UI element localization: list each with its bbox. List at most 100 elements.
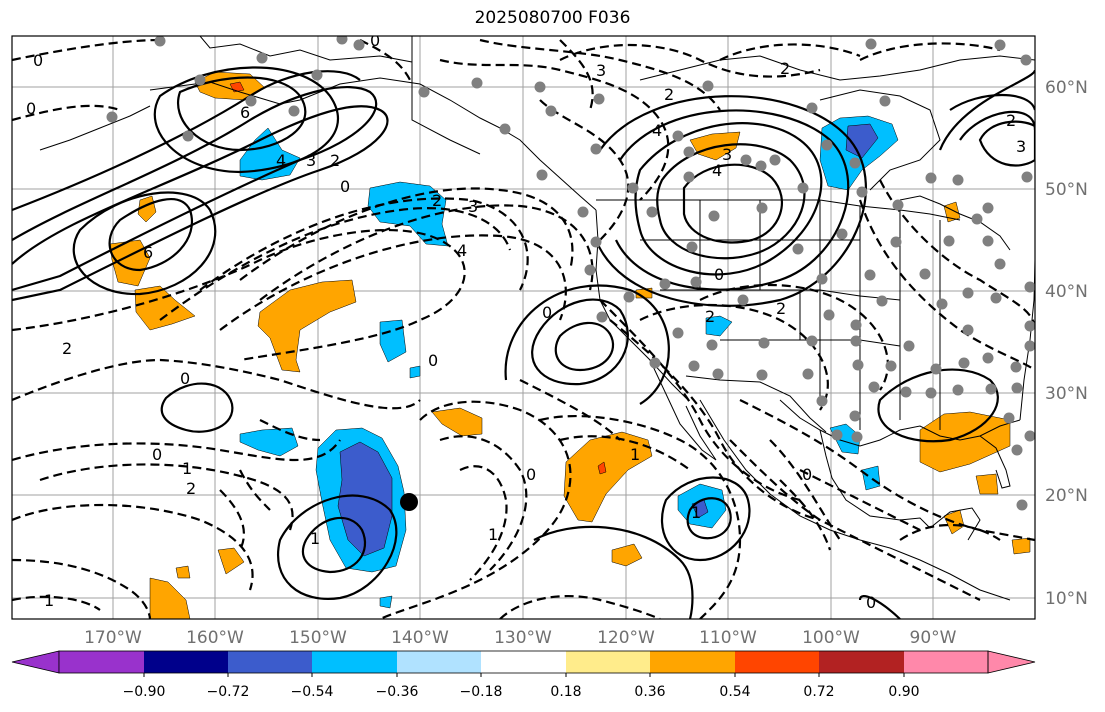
colorbar-segment <box>566 651 650 673</box>
state-line-4 <box>660 289 901 301</box>
orange-patch-caribbean <box>975 473 999 495</box>
colorbar-segment <box>481 651 566 673</box>
colorbar-arrow-left <box>11 650 60 674</box>
latitude-ticks: 60°N 50°N 40°N 30°N 20°N 10°N <box>1045 78 1088 609</box>
colorbar-label: −0.72 <box>207 684 250 700</box>
lat-tick-label: 40°N <box>1045 282 1088 302</box>
orange-patch-mex-s <box>611 543 643 567</box>
contour-labels: 0 0 2 3 4 6 4 2 3 0 6 0 2 3 4 2 3 2 4 0 … <box>26 36 1026 612</box>
map-frame <box>11 35 1036 620</box>
orange-patch-gulf <box>919 411 1011 473</box>
lat-tick-label: 20°N <box>1045 486 1088 506</box>
colorbar-label: 0.18 <box>550 684 581 700</box>
colorbar-label: −0.54 <box>291 684 334 700</box>
lon-tick-label: 120°W <box>597 628 655 648</box>
contour-label: 2 <box>186 479 196 498</box>
blue-patch-hawaii-n <box>239 427 299 457</box>
colorbar-arrow-right <box>987 650 1036 674</box>
contour-label: 2 <box>330 151 340 170</box>
blue-patch-small-1 <box>409 365 421 379</box>
contour-label: 4 <box>652 121 662 140</box>
orange-patch-sw3 <box>175 565 191 579</box>
colorbar-label: 0.72 <box>803 684 834 700</box>
alaska-north <box>199 36 413 63</box>
contour-label: 0 <box>542 303 552 322</box>
contour-label: 2 <box>1006 111 1016 130</box>
baja <box>649 359 717 461</box>
contour-label: 0 <box>714 265 724 284</box>
contour-label: 2 <box>664 85 674 104</box>
contour-label: 3 <box>596 61 606 80</box>
colorbar-label: 0.54 <box>719 684 750 700</box>
contour-label: 6 <box>240 103 250 122</box>
colorbar-segment <box>228 651 312 673</box>
contour-label: 0 <box>33 51 43 70</box>
state-line-5 <box>720 339 901 347</box>
lat-tick-label: 50°N <box>1045 180 1088 200</box>
contour-label: 1 <box>44 591 54 610</box>
blue-patch-sw-us <box>705 315 733 337</box>
contour-label: 4 <box>276 151 286 170</box>
colorbar-segment <box>650 651 735 673</box>
contour-label: 0 <box>26 99 36 118</box>
contour-label: 2 <box>776 299 786 318</box>
colorbar-segment <box>904 651 988 673</box>
colorbar: −0.90 −0.72 −0.54 −0.36 −0.18 0.18 0.36 … <box>11 650 1036 700</box>
lon-tick-label: 140°W <box>391 628 449 648</box>
contour-label: 0 <box>526 465 536 484</box>
orange-patch-atl <box>1011 537 1031 555</box>
contour-label: 2 <box>62 339 72 358</box>
red-patch-subtrop <box>597 461 607 475</box>
dashed-contours <box>12 38 1035 619</box>
contour-label: 4 <box>712 161 722 180</box>
colorbar-ticks <box>143 673 905 677</box>
storm-position-marker <box>400 493 418 511</box>
station-dots <box>106 36 1035 511</box>
colorbar-segment <box>397 651 481 673</box>
map-title: 2025080700 F036 <box>474 8 631 28</box>
contour-label: 2 <box>705 307 715 326</box>
lon-tick-label: 130°W <box>494 628 552 648</box>
lon-tick-label: 90°W <box>910 628 957 648</box>
orange-patch-west-2 <box>134 285 196 331</box>
darkblue-patch-hudson <box>845 123 879 159</box>
alaska-coast <box>149 77 597 211</box>
canada-arctic <box>639 55 1035 81</box>
colorbar-label: −0.36 <box>376 684 419 700</box>
orange-patch-mid <box>257 279 357 373</box>
lon-tick-label: 160°W <box>186 628 244 648</box>
lat-tick-label: 10°N <box>1045 589 1088 609</box>
lat-tick-label: 30°N <box>1045 384 1088 404</box>
contour-label: 2 <box>432 191 442 210</box>
colorbar-segment <box>312 651 397 673</box>
colorbar-segment <box>59 651 144 673</box>
contour-label: 4 <box>457 241 467 260</box>
lon-tick-label: 110°W <box>699 628 757 648</box>
colorbar-segment <box>819 651 904 673</box>
colorbar-label: −0.18 <box>460 684 503 700</box>
colorbar-label: −0.90 <box>123 684 166 700</box>
mexico-gulf <box>819 429 931 529</box>
contour-label: 3 <box>1016 137 1026 156</box>
contour-label: 1 <box>691 503 701 522</box>
lon-tick-label: 100°W <box>802 628 860 648</box>
contour-label: 0 <box>340 177 350 196</box>
contour-label: 6 <box>143 243 153 262</box>
colorbar-segment <box>144 651 228 673</box>
blue-patch-gulf-mex <box>861 465 881 491</box>
longitude-ticks: 170°W 160°W 150°W 140°W 130°W 120°W 110°… <box>84 628 957 648</box>
colorbar-segment <box>735 651 819 673</box>
orange-patch-greatlakes <box>943 201 961 223</box>
solid-contours <box>12 66 1035 619</box>
contour-label: 0 <box>802 465 812 484</box>
contour-label: 3 <box>468 197 478 216</box>
hudson-bay <box>819 89 941 191</box>
contour-label: 1 <box>182 459 192 478</box>
gridlines <box>12 36 1035 619</box>
orange-patch-west-1 <box>109 239 151 287</box>
us-mexico-border <box>685 375 827 433</box>
alaska-canada-border <box>411 36 481 155</box>
contour-label: 0 <box>180 369 190 388</box>
contour-label: 0 <box>428 351 438 370</box>
